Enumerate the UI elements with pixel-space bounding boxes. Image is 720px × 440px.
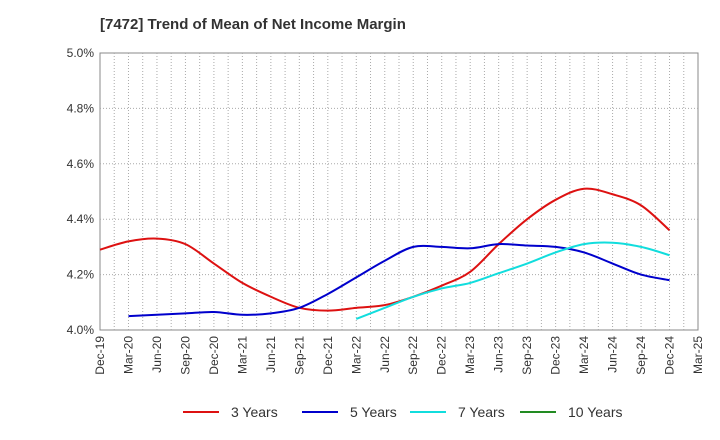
x-tick-label: Dec-21 (321, 336, 335, 375)
legend-swatch (410, 411, 446, 413)
legend-item: 10 Years (520, 404, 623, 420)
x-tick-label: Dec-23 (549, 336, 563, 375)
x-tick-label: Dec-19 (93, 336, 107, 375)
x-tick-label: Dec-22 (435, 336, 449, 375)
legend-swatch (520, 411, 556, 413)
y-tick-label: 4.8% (67, 101, 95, 115)
legend-swatch (302, 411, 338, 413)
legend-item: 7 Years (410, 404, 505, 420)
y-tick-label: 4.2% (67, 268, 95, 282)
x-tick-label: Sep-22 (406, 336, 420, 375)
legend-swatch (183, 411, 219, 413)
x-tick-label: Sep-21 (292, 336, 306, 375)
y-tick-label: 4.6% (67, 157, 95, 171)
y-axis: 4.0% 4.2% 4.4% 4.6% 4.8% 5.0% (67, 46, 95, 337)
series-line-7-years (355, 241, 670, 320)
x-tick-label: Mar-21 (235, 336, 249, 374)
series-line-5-years (128, 243, 670, 318)
x-axis: Dec-19 Mar-20 Jun-20 Sep-20 Dec-20 Mar-21 Jun-… (93, 336, 705, 375)
grid-lines (100, 53, 698, 330)
x-tick-label: Dec-20 (207, 336, 221, 375)
x-tick-label: Sep-23 (520, 336, 534, 375)
legend-label: 10 Years (568, 404, 623, 420)
x-tick-label: Mar-25 (691, 336, 705, 374)
x-tick-label: Jun-21 (264, 336, 278, 373)
x-tick-label: Jun-20 (150, 336, 164, 373)
x-tick-label: Mar-23 (463, 336, 477, 374)
x-tick-label: Dec-24 (663, 336, 677, 375)
x-tick-label: Sep-20 (178, 336, 192, 375)
legend-label: 3 Years (231, 404, 278, 420)
x-tick-label: Mar-24 (577, 336, 591, 374)
y-tick-label: 5.0% (67, 46, 95, 60)
x-tick-label: Sep-24 (634, 336, 648, 375)
chart-title: [7472] Trend of Mean of Net Income Margi… (100, 16, 406, 33)
legend: 3 Years 5 Years 7 Years 10 Years (0, 404, 720, 424)
x-tick-label: Jun-22 (378, 336, 392, 373)
x-tick-label: Jun-24 (606, 336, 620, 373)
series-line-3-years (99, 187, 671, 312)
legend-label: 5 Years (350, 404, 397, 420)
x-tick-label: Mar-22 (349, 336, 363, 374)
legend-label: 7 Years (458, 404, 505, 420)
x-tick-label: Jun-23 (492, 336, 506, 373)
legend-item: 3 Years (183, 404, 278, 420)
y-tick-label: 4.4% (67, 212, 95, 226)
y-tick-label: 4.0% (67, 323, 95, 337)
x-tick-label: Mar-20 (121, 336, 135, 374)
series-layer (99, 187, 671, 320)
legend-item: 5 Years (302, 404, 397, 420)
